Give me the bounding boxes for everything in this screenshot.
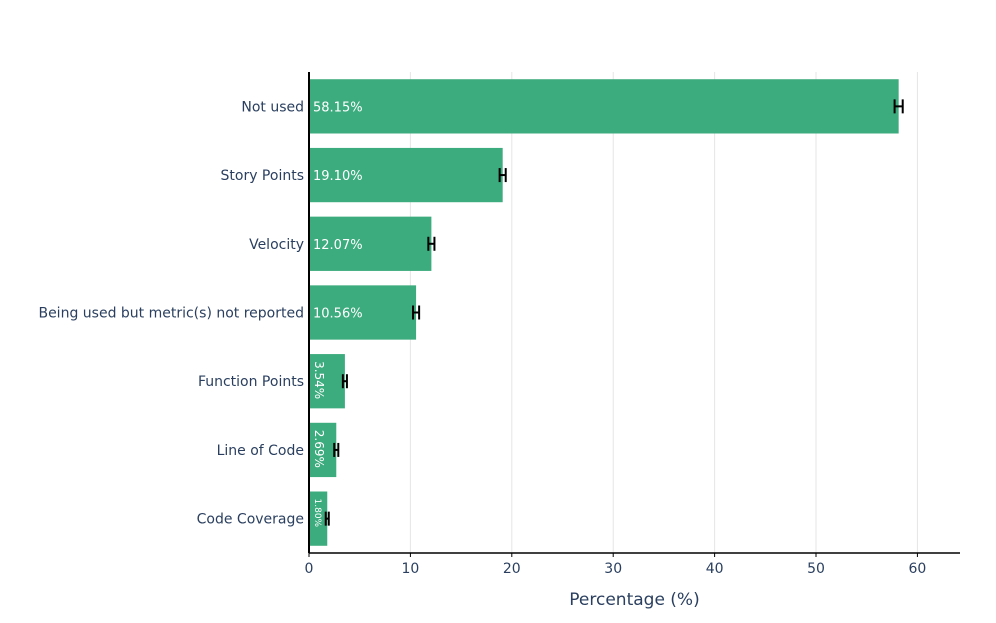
error-bar [427, 236, 436, 251]
error-bar [341, 374, 348, 389]
data-label: 1.80% [312, 499, 322, 528]
x-tick-label: 0 [305, 561, 314, 577]
x-tick-label: 10 [401, 561, 419, 577]
bar [309, 422, 337, 478]
gridlines [409, 72, 918, 553]
error-bar [412, 305, 421, 320]
x-tick-label: 30 [604, 561, 622, 577]
data-label: 19.10% [313, 169, 363, 184]
category-label: Velocity [249, 237, 304, 253]
error-bar [324, 511, 330, 526]
bars: 58.15% 19.10% 12.07% 10.56% 3.54% 2.69% 1.80% [309, 79, 904, 546]
data-label: 3.54% [312, 361, 326, 399]
bar [309, 147, 503, 203]
axes: Not used Story Points Velocity Being used b… [38, 72, 960, 577]
x-tick-label: 40 [706, 561, 724, 577]
category-label: Story Points [221, 168, 305, 184]
category-label: Function Points [198, 374, 304, 390]
x-tick-label: 50 [807, 561, 825, 577]
bar [309, 216, 432, 271]
error-bar [333, 442, 340, 457]
category-label: Not used [241, 99, 304, 115]
category-label: Code Coverage [197, 512, 304, 528]
data-label: 2.69% [312, 430, 326, 468]
bar [309, 491, 328, 546]
data-label: 12.07% [313, 238, 363, 253]
x-axis-title: Percentage (%) [569, 590, 699, 610]
bar [309, 79, 899, 134]
category-label: Being used but metric(s) not reported [38, 306, 304, 322]
error-bar [893, 99, 904, 114]
data-label: 10.56% [313, 307, 363, 322]
bar [309, 354, 345, 409]
x-tick-label: 60 [908, 561, 926, 577]
error-bar [498, 168, 507, 183]
data-label: 58.15% [313, 100, 363, 115]
bar [309, 285, 417, 340]
category-label: Line of Code [217, 443, 304, 459]
x-tick-label: 20 [503, 561, 521, 577]
